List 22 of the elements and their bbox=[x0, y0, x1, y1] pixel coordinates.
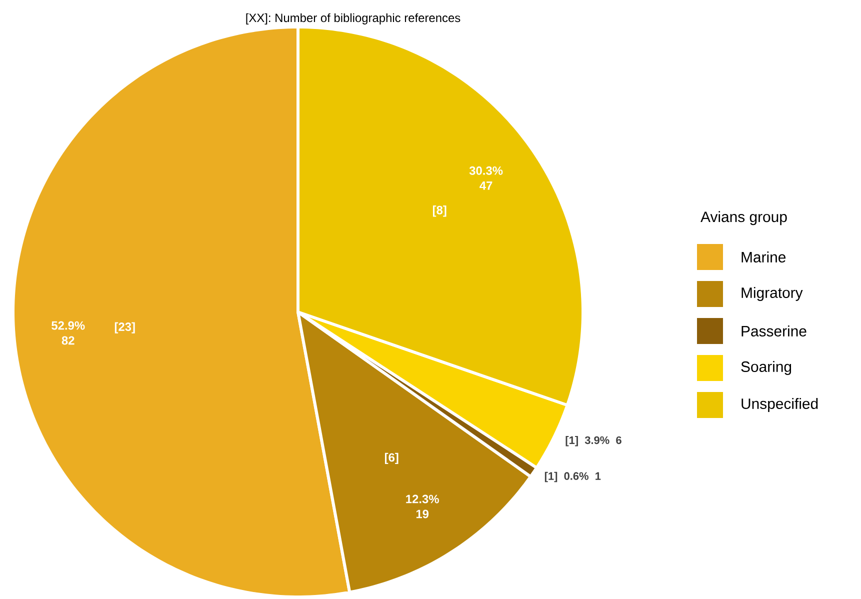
text: 1 bbox=[596, 472, 601, 480]
legend-title: Avians group bbox=[700, 211, 787, 226]
legend-label: Soaring bbox=[741, 361, 792, 375]
text: [1] bbox=[566, 436, 578, 446]
data-label: 52.9% bbox=[52, 321, 85, 330]
text: [1] bbox=[544, 472, 558, 482]
data-label: 3.9% bbox=[584, 436, 610, 444]
legend-label: Migratory bbox=[742, 287, 803, 301]
text: [23] bbox=[114, 322, 135, 334]
text: [8] bbox=[432, 206, 446, 217]
text: 19 bbox=[416, 510, 429, 518]
chart-title: [XX]: Number of bibliographic references bbox=[246, 13, 460, 24]
data-label: 30.3% bbox=[469, 166, 503, 175]
text: 47 bbox=[480, 181, 492, 190]
legend-label: Unspecified bbox=[742, 398, 818, 412]
text: 82 bbox=[62, 336, 74, 345]
text: 6 bbox=[616, 436, 622, 444]
data-label: 12.3% bbox=[406, 494, 439, 504]
data-label: 0.6% bbox=[564, 472, 588, 480]
legend-label: Passerine bbox=[742, 326, 806, 336]
text: [6] bbox=[384, 452, 398, 464]
legend-label: Marine bbox=[742, 252, 786, 262]
